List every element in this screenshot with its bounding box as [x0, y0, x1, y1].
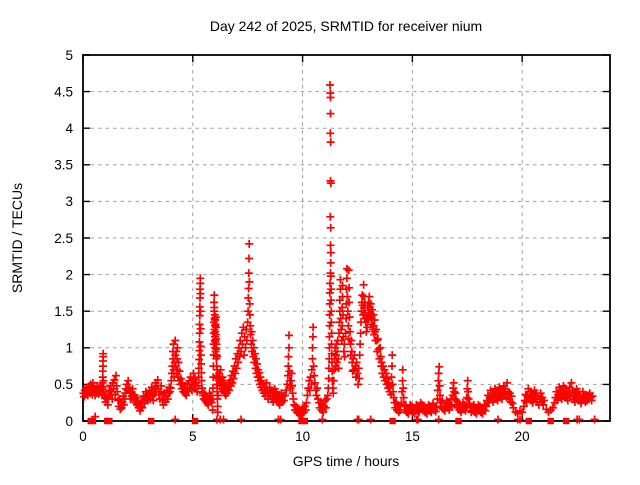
- square-marker: [547, 417, 554, 425]
- square-marker: [89, 417, 97, 425]
- x-tick-label: 10: [295, 429, 310, 444]
- y-tick-label: 3: [65, 194, 73, 209]
- y-tick-label: 5: [65, 48, 73, 63]
- y-tick-label: 4.5: [54, 84, 73, 99]
- y-tick-label: 3.5: [54, 158, 73, 173]
- x-tick-label: 0: [79, 429, 87, 444]
- x-axis-label: GPS time / hours: [293, 453, 400, 469]
- axis-ticks: [82, 54, 610, 422]
- tick-labels: 0 5 10 15 20 0 0.5 1 1.5 2 2.5 3 3.5 4 4.5 5: [54, 48, 529, 444]
- square-marker: [298, 417, 305, 425]
- x-tick-label: 20: [515, 429, 530, 444]
- square-marker: [455, 417, 462, 425]
- plot-border: [82, 54, 611, 422]
- y-tick-label: 1: [65, 341, 73, 356]
- x-tick-label: 15: [405, 429, 420, 444]
- y-tick-label: 4: [65, 121, 73, 136]
- y-tick-label: 2: [65, 267, 73, 282]
- square-marker: [191, 417, 199, 425]
- square-marker: [389, 417, 396, 425]
- x-tick-label: 5: [189, 429, 197, 444]
- plus-markers: [79, 81, 599, 424]
- y-tick-label: 0.5: [54, 377, 73, 392]
- square-marker: [525, 417, 532, 425]
- y-tick-label: 1.5: [54, 304, 73, 319]
- square-marker: [147, 417, 155, 425]
- square-marker: [106, 417, 113, 425]
- chart-title: Day 242 of 2025, SRMTID for receiver niu…: [210, 18, 482, 34]
- square-marker: [562, 417, 570, 425]
- y-tick-label: 0: [65, 414, 73, 429]
- square-marker: [301, 417, 308, 425]
- scatter-points: [79, 81, 599, 425]
- y-tick-label: 2.5: [54, 231, 73, 246]
- grid-lines: [83, 54, 610, 422]
- y-axis-label: SRMTID / TECUs: [9, 183, 25, 293]
